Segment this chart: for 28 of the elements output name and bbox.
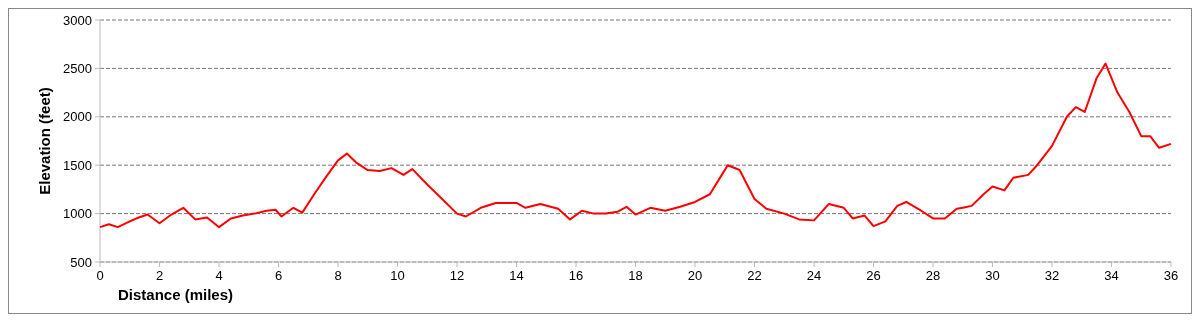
y-tick-label: 500	[70, 254, 92, 270]
x-tick-label: 36	[1163, 268, 1179, 283]
y-tick-label: 2500	[63, 60, 92, 76]
y-axis-title: Elevation (feet)	[36, 87, 53, 195]
y-tick-label: 2000	[63, 109, 92, 125]
x-tick-label: 18	[628, 268, 643, 283]
x-tick-label: 28	[925, 268, 941, 283]
x-tick-label: 10	[390, 268, 405, 283]
x-tick-label: 2	[155, 268, 164, 283]
x-tick-label: 26	[866, 268, 881, 283]
x-tick-label: 20	[687, 268, 703, 283]
x-tick-label: 30	[985, 268, 1000, 283]
x-tick-label: 0	[96, 268, 104, 283]
y-tick-label: 1500	[63, 157, 92, 173]
x-tick-label: 4	[215, 268, 223, 283]
x-tick-label: 22	[747, 268, 762, 283]
x-axis-title: Distance (miles)	[118, 286, 234, 303]
x-tick-label: 12	[449, 268, 465, 283]
x-tick-label: 24	[806, 268, 822, 283]
x-tick-label: 14	[509, 268, 524, 283]
line-series	[99, 62, 1172, 229]
x-tick-label: 34	[1104, 268, 1119, 283]
x-tick-label: 16	[568, 268, 584, 283]
y-tick-label: 1000	[63, 206, 92, 222]
x-tick-label: 32	[1044, 268, 1060, 283]
y-tick-label: 3000	[63, 12, 92, 28]
x-tick-label: 8	[334, 268, 342, 283]
x-tick-label: 6	[274, 268, 283, 283]
